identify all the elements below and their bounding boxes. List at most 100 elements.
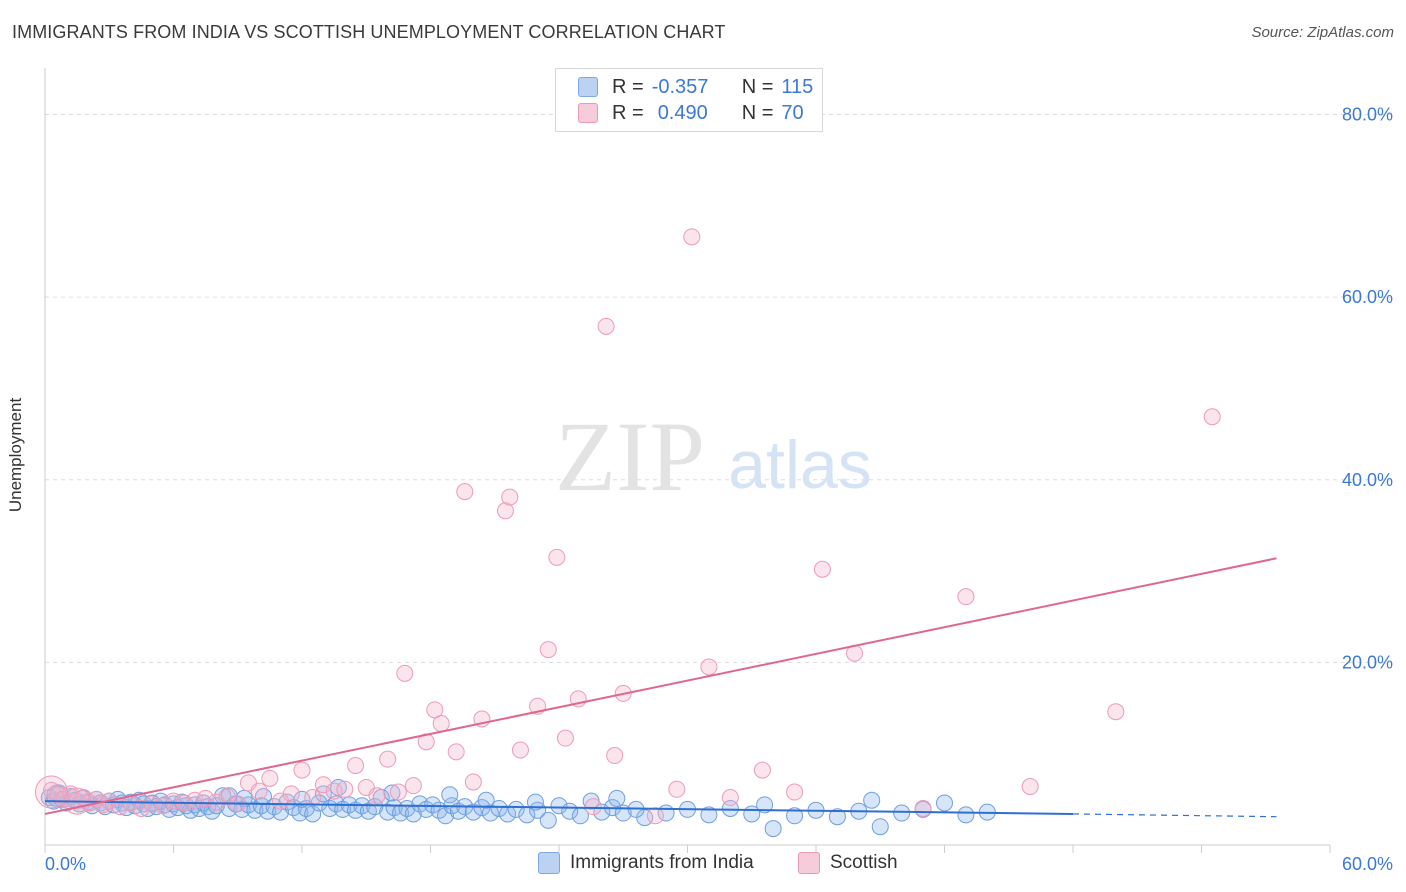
tick-labels: 20.0% 40.0% 60.0% 80.0% 0.0% 60.0% xyxy=(45,105,1393,874)
data-point-india xyxy=(526,793,544,811)
data-point-scottish xyxy=(597,317,615,335)
data-point-india xyxy=(366,798,384,816)
data-point-scottish xyxy=(347,757,365,775)
series-india-points xyxy=(40,778,996,838)
data-point-scottish xyxy=(261,769,279,787)
data-point-scottish xyxy=(379,750,397,768)
legend-row-india: R = -0.357 N = 115 xyxy=(578,75,813,99)
data-point-india xyxy=(441,786,459,804)
trend-line-india xyxy=(44,800,1074,815)
legend-r-value: 0.490 xyxy=(657,101,708,124)
data-point-scottish xyxy=(447,743,465,761)
data-point-scottish xyxy=(456,483,474,501)
data-point-scottish xyxy=(813,560,831,578)
data-point-india xyxy=(957,806,975,824)
data-point-india xyxy=(481,804,499,822)
data-point-scottish xyxy=(683,228,701,246)
data-point-india xyxy=(893,804,911,822)
legend-n-label: N = xyxy=(741,75,774,98)
data-point-scottish xyxy=(1021,778,1039,796)
axes xyxy=(44,68,1331,853)
data-point-india xyxy=(539,811,557,829)
legend-r-value: -0.357 xyxy=(651,75,709,98)
data-point-scottish xyxy=(132,799,150,817)
data-point-scottish xyxy=(404,777,422,795)
legend-n-value: 115 xyxy=(781,75,814,98)
trend-line-india-extension xyxy=(1072,813,1277,818)
data-point-scottish xyxy=(282,785,300,803)
data-point-scottish xyxy=(186,791,204,809)
series-scottish-points xyxy=(34,228,1221,825)
data-point-india xyxy=(550,797,568,815)
data-point-india xyxy=(436,807,454,825)
legend-r-label: R = xyxy=(612,75,644,98)
legend-r-label: R = xyxy=(612,101,644,124)
data-point-scottish xyxy=(1107,703,1125,721)
watermark-atlas: atlas xyxy=(728,427,872,503)
data-point-scottish xyxy=(606,747,624,765)
bottom-legend-label-india: Immigrants from India xyxy=(570,852,754,873)
data-point-scottish xyxy=(143,795,161,813)
data-point-scottish xyxy=(511,741,529,759)
data-point-india xyxy=(863,791,881,809)
trend-line-scottish xyxy=(44,557,1277,815)
data-point-india xyxy=(936,794,953,812)
data-point-india xyxy=(786,807,804,825)
data-point-scottish xyxy=(786,783,804,801)
data-point-india xyxy=(828,808,846,826)
data-point-india xyxy=(700,806,718,824)
data-point-scottish xyxy=(250,782,268,800)
data-point-india xyxy=(507,800,525,818)
data-point-scottish xyxy=(325,782,343,800)
bottom-legend-swatch-india xyxy=(538,852,560,874)
data-point-scottish xyxy=(539,641,557,659)
data-point-scottish xyxy=(668,780,686,798)
y-tick-label: 80.0% xyxy=(1342,105,1393,125)
y-tick-label: 20.0% xyxy=(1342,652,1393,672)
legend-swatch-india xyxy=(578,77,598,97)
data-point-india xyxy=(477,791,495,809)
data-point-scottish xyxy=(389,783,407,801)
data-point-scottish xyxy=(721,789,739,807)
correlation-legend: R = -0.357 N = 115 R = 0.490 N = 70 xyxy=(555,68,823,132)
data-point-scottish xyxy=(556,729,574,747)
data-point-scottish xyxy=(753,761,771,779)
data-point-india xyxy=(464,803,482,821)
data-point-scottish xyxy=(957,588,975,606)
y-tick-label: 60.0% xyxy=(1342,287,1393,307)
data-point-scottish xyxy=(368,787,386,805)
data-point-scottish xyxy=(501,488,519,506)
data-point-india xyxy=(608,789,626,807)
data-point-scottish xyxy=(646,807,664,825)
legend-row-scottish: R = 0.490 N = 70 xyxy=(578,101,804,125)
data-point-india xyxy=(314,785,332,803)
bottom-legend-label-scottish: Scottish xyxy=(830,852,898,873)
legend-n-value: 70 xyxy=(781,101,804,124)
bottom-legend-swatch-scottish xyxy=(798,852,820,874)
legend-swatch-scottish xyxy=(578,103,598,123)
grid-lines xyxy=(45,114,1392,663)
data-point-india xyxy=(764,820,782,838)
data-point-scottish xyxy=(496,502,514,520)
data-point-scottish xyxy=(304,789,322,807)
data-point-scottish xyxy=(293,761,311,779)
data-point-india xyxy=(756,796,774,814)
data-point-scottish xyxy=(207,793,225,811)
data-point-scottish xyxy=(1203,408,1221,426)
data-point-india xyxy=(490,799,508,817)
data-point-scottish xyxy=(432,715,450,733)
data-point-scottish xyxy=(396,664,414,682)
y-tick-label: 40.0% xyxy=(1342,470,1393,490)
trend-lines xyxy=(44,557,1277,818)
x-tick-label: 60.0% xyxy=(1342,854,1393,874)
data-point-scottish xyxy=(584,798,602,816)
watermark-zip: ZIP xyxy=(555,401,705,512)
legend-n-label: N = xyxy=(741,101,774,124)
data-point-scottish xyxy=(426,701,444,719)
data-point-scottish xyxy=(314,776,332,794)
bottom-legend-scottish: Scottish xyxy=(798,852,898,874)
source-label: Source: ZipAtlas.com xyxy=(1251,24,1394,41)
x-tick-label: 0.0% xyxy=(45,854,86,874)
data-point-scottish xyxy=(464,773,482,791)
